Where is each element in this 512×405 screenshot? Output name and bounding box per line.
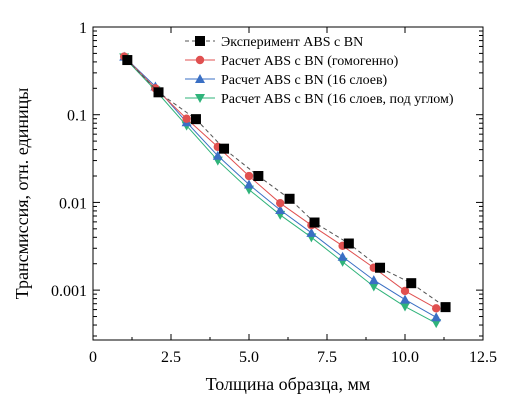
legend-item: Расчет ABS с BN (16 слоев, под углом) bbox=[185, 92, 454, 107]
y-tick-label: 0.1 bbox=[67, 108, 87, 125]
data-point bbox=[400, 294, 410, 304]
x-tick-label: 5.0 bbox=[239, 349, 259, 366]
x-tick-label: 7.5 bbox=[317, 349, 337, 366]
legend-label: Расчет ABS с BN (гомогенно) bbox=[221, 54, 399, 69]
data-point bbox=[275, 204, 286, 214]
legend-marker bbox=[195, 55, 205, 65]
data-point bbox=[306, 227, 317, 237]
data-point bbox=[432, 304, 441, 313]
x-tick-label: 10.0 bbox=[391, 349, 419, 366]
x-tick-label: 0 bbox=[89, 349, 97, 366]
series-1 bbox=[122, 55, 451, 313]
data-point bbox=[440, 302, 451, 313]
legend-label: Расчет ABS с BN (16 слоев) bbox=[221, 73, 388, 88]
data-point bbox=[368, 275, 379, 285]
data-point bbox=[343, 238, 354, 249]
data-point bbox=[153, 87, 164, 98]
legend: Эксперимент ABS с BN Расчет ABS с BN (гом… bbox=[185, 35, 454, 107]
data-point bbox=[244, 179, 254, 189]
legend-marker bbox=[195, 94, 205, 103]
legend-item: Расчет ABS с BN (16 слоев) bbox=[185, 73, 388, 88]
legend-marker bbox=[195, 74, 205, 83]
x-axis: 0 2.5 5.0 7.5 10.0 12.5 bbox=[89, 27, 497, 366]
data-point bbox=[284, 193, 295, 204]
legend-label: Эксперимент ABS с BN bbox=[221, 35, 363, 50]
legend-label: Расчет ABS с BN (16 слоев, под углом) bbox=[221, 92, 454, 107]
series-layer bbox=[119, 51, 451, 329]
data-point bbox=[244, 171, 254, 181]
data-point bbox=[337, 251, 348, 261]
y-axis: 1 0.1 0.01 0.001 bbox=[51, 20, 483, 337]
data-point bbox=[219, 143, 230, 154]
data-point bbox=[190, 114, 201, 125]
data-point bbox=[375, 262, 386, 273]
x-axis-title: Толщина образца, мм bbox=[206, 374, 371, 394]
data-point bbox=[182, 114, 191, 123]
data-point bbox=[212, 150, 223, 160]
data-point bbox=[276, 198, 285, 208]
data-point bbox=[431, 319, 442, 329]
y-tick-label: 1 bbox=[79, 20, 87, 37]
legend-item: Эксперимент ABS с BN bbox=[185, 35, 363, 50]
data-point bbox=[253, 171, 264, 182]
data-point bbox=[406, 278, 417, 289]
y-axis-title: Трансмиссия, отн. единицы bbox=[12, 88, 32, 300]
x-tick-label: 12.5 bbox=[469, 349, 497, 366]
legend-item: Расчет ABS с BN (гомогенно) bbox=[185, 54, 399, 69]
x-tick-label: 2.5 bbox=[161, 349, 181, 366]
data-point bbox=[309, 217, 320, 228]
data-point bbox=[400, 286, 410, 296]
data-point bbox=[400, 302, 410, 312]
y-tick-label: 0.01 bbox=[59, 195, 87, 212]
data-point bbox=[368, 282, 379, 292]
y-tick-label: 0.001 bbox=[51, 283, 87, 300]
data-point bbox=[431, 312, 442, 322]
series-line bbox=[126, 59, 446, 308]
legend-marker bbox=[195, 36, 205, 46]
data-point bbox=[122, 55, 133, 66]
